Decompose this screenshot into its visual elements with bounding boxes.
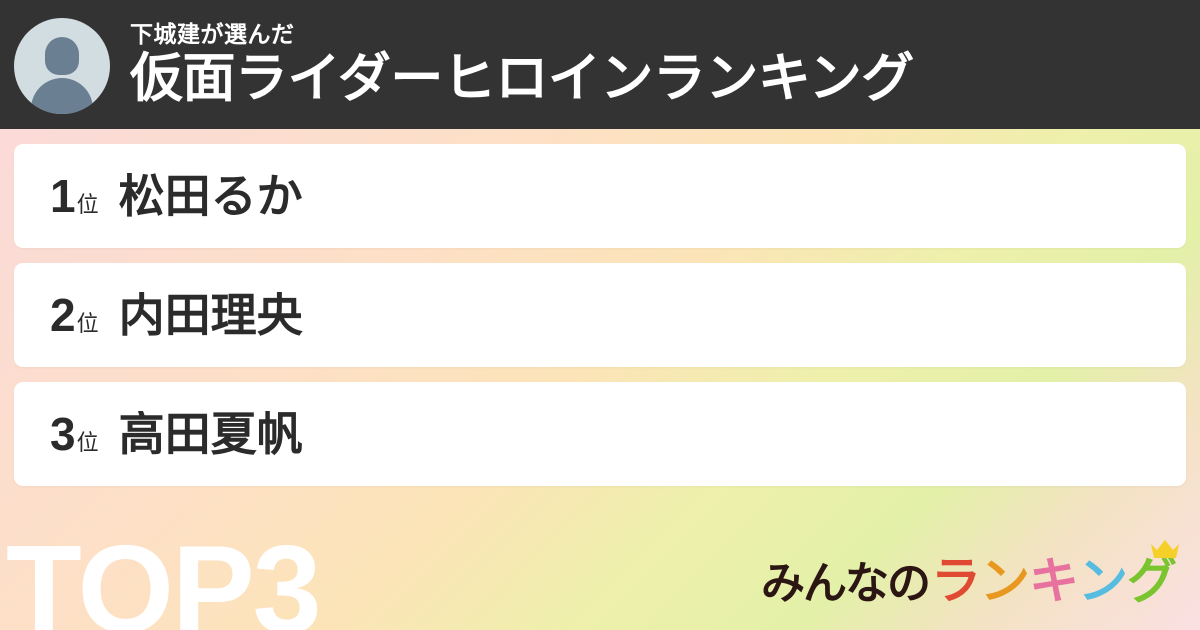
rank-number: 1 (50, 170, 76, 222)
brand-logo-minna: みんなの (761, 559, 931, 608)
avatar (14, 17, 110, 114)
rank-number: 3 (50, 408, 76, 460)
brand-char-n2: ン (1078, 553, 1128, 609)
rank-unit-label: 位 (76, 192, 99, 217)
brand-char-ki: キ (1029, 553, 1079, 609)
avatar-head-shape (45, 36, 79, 75)
table-row[interactable]: 3 位 高田夏帆 (14, 382, 1186, 486)
brand-char-ra: ラ (931, 553, 981, 609)
rank-badge: 1 位 (50, 173, 99, 219)
rank-number: 2 (50, 289, 76, 341)
header-subtitle: 下城建が選んだ (130, 21, 295, 47)
header-text-block: 下城建が選んだ 仮面ライダーヒロインランキング (130, 22, 914, 107)
brand-char-n1: ン (980, 553, 1030, 609)
card-footer: TOP3 みんなの ラ ン キ ン グ (0, 485, 1200, 630)
page-title: 仮面ライダーヒロインランキング (130, 48, 914, 108)
rank-unit-label: 位 (76, 430, 99, 455)
brand-logo-ranking: ラ ン キ ン グ (931, 553, 1177, 609)
rank-item-name: 内田理央 (118, 292, 303, 338)
avatar-body-shape (31, 77, 93, 114)
table-row[interactable]: 1 位 松田るか (14, 144, 1186, 248)
brand-logo[interactable]: みんなの ラ ン キ ン グ (761, 540, 1179, 609)
rank-badge: 2 位 (50, 292, 99, 338)
table-row[interactable]: 2 位 内田理央 (14, 263, 1186, 367)
rank-badge: 3 位 (50, 411, 99, 457)
ranking-list: 1 位 松田るか 2 位 内田理央 3 位 高田夏帆 (0, 129, 1200, 486)
rank-unit-label: 位 (76, 311, 99, 336)
rank-item-name: 松田るか (118, 173, 303, 219)
rank-item-name: 高田夏帆 (118, 411, 303, 457)
brand-char-gu: グ (1127, 553, 1177, 609)
crown-icon (1151, 540, 1179, 558)
card-header: 下城建が選んだ 仮面ライダーヒロインランキング (0, 0, 1200, 129)
top3-watermark: TOP3 (6, 521, 322, 630)
